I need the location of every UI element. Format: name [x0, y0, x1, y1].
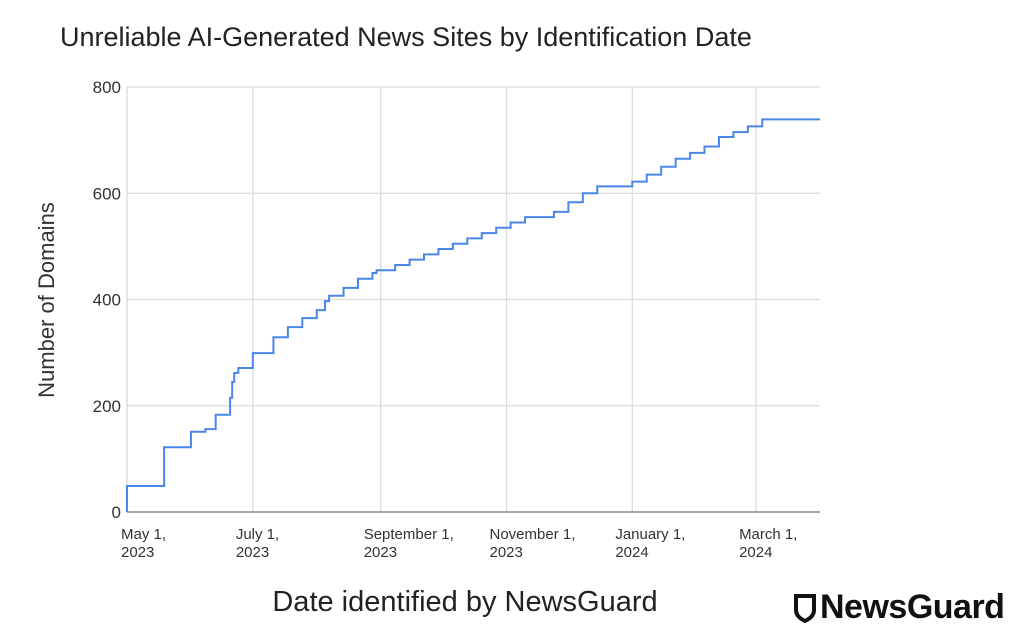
- x-tick-label: 2024: [615, 544, 648, 561]
- x-tick-label: 2023: [121, 544, 154, 561]
- x-tick-label: September 1,: [364, 526, 454, 543]
- y-tick-label: 0: [112, 503, 121, 522]
- x-axis-label: Date identified by NewsGuard: [272, 586, 658, 618]
- data-series-line: [126, 118, 820, 512]
- y-tick-label: 400: [93, 291, 121, 310]
- y-tick-label: 800: [93, 78, 121, 97]
- x-tick-label: 2024: [739, 544, 772, 561]
- x-tick-label: March 1,: [739, 526, 797, 543]
- x-tick-label: 2023: [490, 544, 523, 561]
- chart-title: Unreliable AI-Generated News Sites by Id…: [60, 22, 752, 52]
- x-tick-label: November 1,: [490, 526, 576, 543]
- y-tick-label: 200: [93, 397, 121, 416]
- x-tick-label: 2023: [364, 544, 397, 561]
- y-tick-label: 600: [93, 184, 121, 203]
- x-tick-label: May 1,: [121, 526, 166, 543]
- shield-icon: [794, 593, 816, 623]
- x-tick-label: January 1,: [615, 526, 685, 543]
- x-tick-label: 2023: [236, 544, 269, 561]
- logo-text: NewsGuard: [820, 588, 1005, 626]
- newsguard-logo: NewsGuard: [793, 588, 1005, 627]
- x-tick-label: July 1,: [236, 526, 279, 543]
